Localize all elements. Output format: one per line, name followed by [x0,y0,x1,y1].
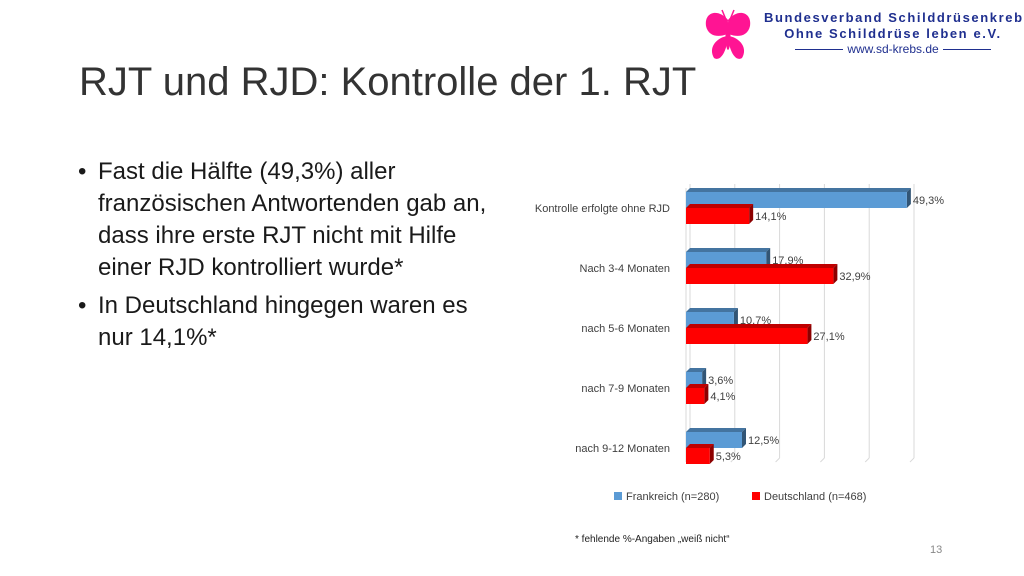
bullet-text: In Deutschland hingegen waren es nur 14,… [98,292,468,351]
bullet-text: Fast die Hälfte (49,3%) aller französisc… [98,158,487,281]
bar-side [833,264,838,284]
gridline [909,457,915,463]
bullet-icon: • [78,158,87,185]
bar-side [702,368,707,388]
data-label: 4,1% [710,391,735,403]
bullet-item: • In Deutschland hingegen waren es nur 1… [78,290,508,354]
bar-side [704,384,709,404]
bar-top [686,428,746,432]
organization-subtitle: Ohne Schilddrüse leben e.V. [784,26,1002,41]
bar-top [686,368,707,372]
category-label: Kontrolle erfolgte ohne RJD [535,203,670,215]
bar [686,448,710,464]
legend-swatch [614,492,622,500]
category-label: Nach 3-4 Monaten [580,263,671,275]
bullet-icon: • [78,292,87,319]
data-label: 49,3% [913,195,944,207]
bar-top [686,384,709,388]
data-label: 5,3% [716,451,741,463]
legend-label: Deutschland (n=468) [764,491,866,503]
data-label: 3,6% [708,375,733,387]
bar [686,388,705,404]
data-label: 14,1% [755,211,786,223]
bar [686,328,808,344]
bullet-list: • Fast die Hälfte (49,3%) aller französi… [78,156,508,360]
bar-top [686,188,911,192]
divider-line [795,48,844,50]
organization-name: Bundesverband Schilddrüsenkrebs [764,10,1024,25]
bar-side [709,444,714,464]
gridline [775,457,780,463]
slide-title: RJT und RJD: Kontrolle der 1. RJT [79,60,697,104]
bar-top [686,308,738,312]
bar-side [742,428,746,448]
bullet-item: • Fast die Hälfte (49,3%) aller französi… [78,156,508,284]
data-label: 27,1% [813,331,844,343]
page-number: 13 [930,544,943,556]
data-label: 12,5% [748,435,779,447]
data-label: 32,9% [839,271,870,283]
bar [686,208,750,224]
divider-line [942,48,991,50]
bar-top [686,324,812,328]
footnote: * fehlende %-Angaben „weiß nicht“ [575,534,730,545]
category-label: nach 5-6 Monaten [581,323,670,335]
category-label: nach 9-12 Monaten [575,443,670,455]
bar-side [906,188,911,208]
bar-top [686,204,754,208]
gridline [730,457,736,463]
gridline [820,457,825,463]
organization-logo: Bundesverband Schilddrüsenkrebs Ohne Sch… [698,6,1024,64]
bar-chart: Kontrolle erfolgte ohne RJD 49,3% 14,1% Nac… [535,184,944,503]
bar-side [749,204,754,224]
legend-swatch [752,492,760,500]
category-label: nach 7-9 Monaten [581,383,670,395]
organization-website: www.sd-krebs.de [847,42,939,56]
butterfly-logo-icon [705,9,751,59]
legend-label: Frankreich (n=280) [626,491,719,503]
bar-side [766,248,771,268]
bar [686,268,834,284]
organization-website-row: www.sd-krebs.de [764,42,1022,56]
bar-side [733,308,738,328]
gridline [864,457,870,463]
bar-top [686,264,838,268]
bar-top [686,444,714,448]
bar-side [807,324,812,344]
bar-top [686,248,771,252]
